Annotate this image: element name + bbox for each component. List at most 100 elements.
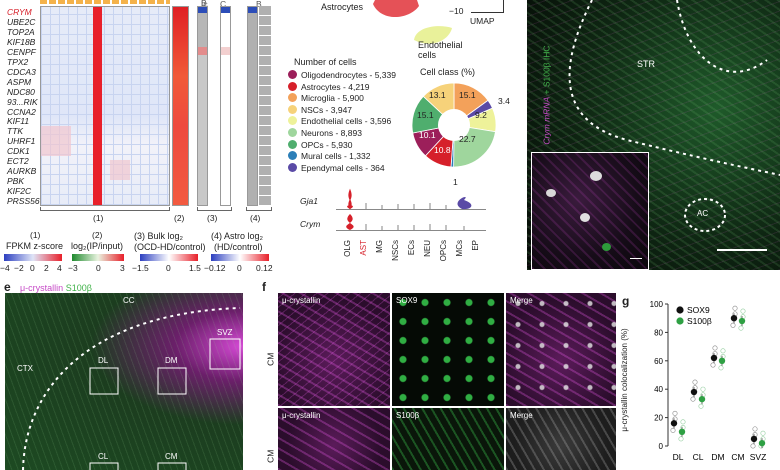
gene-label: CDCA3 — [7, 66, 36, 77]
data-point — [758, 439, 766, 447]
gene-label: ASPM — [7, 76, 32, 87]
pie-label: 3.4 — [498, 96, 510, 106]
cell-class-swatch — [288, 139, 297, 149]
micrograph-f-label: S100β — [396, 411, 420, 420]
umap-axis-line — [471, 12, 503, 13]
replicate-point — [672, 410, 678, 416]
replicate-point — [712, 345, 718, 351]
pie-label: 15.1 — [417, 110, 434, 120]
umap-axis-tick: −10 — [449, 6, 464, 16]
x-tick-label: CL — [693, 452, 704, 462]
pie-label: 10.8 — [434, 145, 451, 155]
data-point — [718, 357, 726, 364]
umap-panel: Astrocytes Endothelial cells −10 UMAP — [285, 0, 525, 60]
legend-marker — [676, 317, 684, 325]
pie-label: 10.1 — [419, 130, 436, 140]
replicate-point — [752, 426, 758, 432]
violin-gene: Crym — [300, 219, 321, 229]
micrograph-d-side-label: Crym mRNA + S100β IHC — [541, 45, 552, 145]
micrograph-d-inset — [531, 152, 649, 270]
gene-label: KIF18B — [7, 36, 36, 47]
gene-label: 93...RIK — [7, 96, 38, 107]
heatmap-red-patch — [41, 126, 71, 156]
cell-count-title: Number of cells — [294, 57, 357, 67]
legend-1-bar — [4, 254, 62, 261]
replicate-point — [678, 436, 684, 442]
section-label-3: (3) — [207, 213, 218, 223]
legend-4-tick: −0.12 — [204, 263, 226, 273]
legend-3-tick: −1.5 — [132, 263, 149, 273]
gene-label: AURKB — [7, 166, 37, 177]
cell-class-swatch — [288, 162, 297, 172]
panel-e-letter: e — [4, 280, 11, 294]
replicate-point — [750, 443, 756, 449]
replicate-point — [720, 348, 726, 354]
violin-cell-type: MG — [375, 240, 384, 253]
data-point — [730, 315, 738, 322]
replicate-point — [710, 362, 716, 368]
replicate-point — [760, 430, 766, 436]
micrograph-f-merge-1: Merge — [506, 293, 616, 406]
micrograph-f-crystallin-2: μ-crystallin — [278, 408, 390, 470]
violin-cell-type: NSCs — [391, 240, 400, 261]
chart-ylabel: μ-crystallin colocalization (%) — [620, 328, 629, 432]
top-col-label: C — [220, 0, 227, 9]
violin-cell-type: AST — [359, 240, 368, 256]
top-col-label: B — [256, 0, 262, 9]
legend-4-tick: 0 — [237, 263, 242, 273]
y-tick-label: 100 — [650, 300, 664, 309]
gene-label: KIF11 — [7, 116, 30, 127]
legend-1-title: (1) — [30, 230, 41, 240]
cell-class-label: OPCs - 5,930 — [301, 139, 353, 150]
region-svz-label: SVZ — [217, 328, 233, 337]
region-dm-label: DM — [165, 356, 178, 365]
gene-label: NDC80 — [7, 86, 35, 97]
gene-label: CENPF — [7, 46, 36, 57]
pie-svg — [411, 82, 497, 168]
replicate-point — [740, 308, 746, 314]
legend-1-tick: 2 — [44, 263, 49, 273]
umap-endo-cluster — [414, 26, 452, 44]
legend-4-title: (4) Astro log₂ — [211, 231, 264, 241]
pie-label: 15.1 — [459, 90, 476, 100]
gene-label: CCNA2 — [7, 106, 36, 117]
panel-f-row-label: CM — [265, 352, 276, 366]
legend-3-bar — [140, 254, 198, 261]
region-str-label: STR — [637, 59, 655, 69]
data-point — [698, 395, 706, 403]
heatmap-grid-fpkm — [40, 6, 170, 206]
y-tick-label: 0 — [659, 442, 664, 451]
gene-label: PRSS56 — [7, 196, 40, 207]
top-col-label: B — [201, 0, 207, 8]
section-label-4: (4) — [250, 213, 261, 223]
panel-g-letter: g — [622, 294, 630, 308]
gene-label: TTK — [7, 126, 24, 137]
violin-gene: Gja1 — [300, 196, 318, 206]
cell-class-label: Mural cells - 1,332 — [301, 151, 371, 162]
region-cl-label: CL — [98, 452, 109, 461]
umap-axis-label: UMAP — [470, 16, 495, 26]
legend-3-tick: 0 — [166, 263, 171, 273]
violin-panel: Gja1 Crym OLG AST MG NSCs ECs NEU OPCs MCs EP — [300, 188, 490, 288]
violin-cell-type: OLG — [343, 240, 352, 257]
legend-1-sub: FPKM z-score — [6, 241, 64, 251]
cell-class-label: Microglia - 5,900 — [301, 93, 364, 104]
micrograph-f-label: SOX9 — [396, 296, 418, 305]
legend-4-tick: 0.12 — [256, 263, 273, 273]
legend-1-tick: 4 — [57, 263, 62, 273]
legend-1-tick: −2 — [14, 263, 24, 273]
micrograph-f-label: Merge — [510, 296, 533, 305]
violin-cell-type: ECs — [407, 240, 416, 256]
micrograph-f-label: Merge — [510, 411, 533, 420]
region-cc-label: CC — [123, 296, 135, 305]
legend-2-bar — [72, 254, 124, 261]
pie-label: 9.2 — [475, 110, 487, 120]
legend-label: S100β — [687, 316, 712, 326]
cell-class-label: Endothelial cells - 3,596 — [301, 116, 392, 127]
violin-shapes — [346, 188, 472, 230]
violin-cell-type: NEU — [423, 240, 432, 257]
region-cm-label: CM — [165, 452, 178, 461]
legend-2-tick: 0 — [96, 263, 101, 273]
region-ctx-label: CTX — [17, 364, 33, 373]
x-tick-label: DM — [711, 452, 724, 462]
